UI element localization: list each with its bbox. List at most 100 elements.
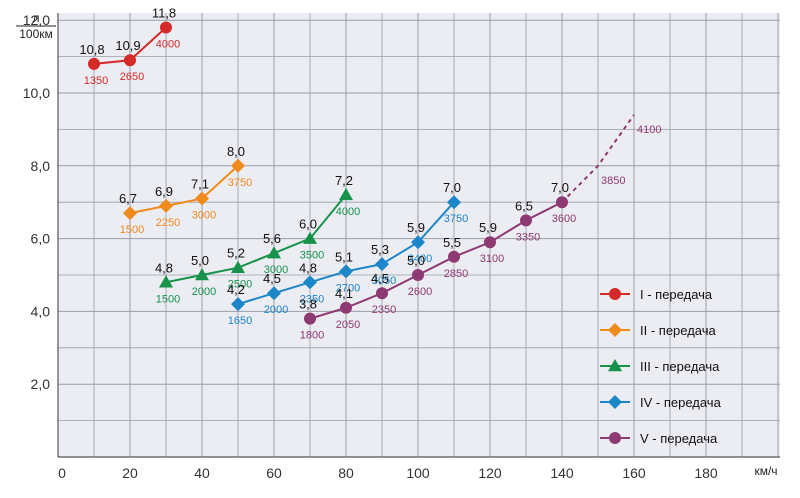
legend-label: II - передача — [640, 323, 717, 338]
value-label: 5,9 — [479, 220, 497, 235]
series-markers — [88, 21, 568, 325]
y-axis-unit-top: л — [32, 11, 39, 25]
data-point — [412, 269, 424, 281]
x-tick-label: 80 — [338, 465, 354, 481]
data-point — [231, 297, 245, 312]
legend-label: V - передача — [640, 431, 718, 446]
x-tick-label: 60 — [266, 465, 282, 481]
rpm-label: 3000 — [264, 264, 288, 276]
value-label: 4,8 — [155, 260, 173, 275]
rpm-label: 4100 — [637, 124, 661, 136]
y-tick-label: 4,0 — [31, 303, 51, 319]
plot-background — [58, 13, 780, 457]
data-labels: 10,8 1350 10,9 2650 11,8 4000 6,7 1500 6,9 2250 7,… — [79, 5, 661, 341]
series-extrapolated-line — [561, 114, 635, 203]
y-tick-label: 10,0 — [23, 85, 50, 101]
y-tick-label: 8,0 — [31, 158, 51, 174]
legend-marker — [608, 395, 622, 409]
data-point — [484, 236, 496, 249]
value-label: 4,8 — [299, 260, 317, 275]
data-point — [376, 287, 388, 300]
rpm-label: 3600 — [552, 213, 576, 225]
value-label: 11,8 — [152, 5, 176, 20]
value-label: 5,2 — [227, 246, 245, 261]
x-tick-label: 180 — [694, 465, 718, 481]
data-point — [448, 250, 460, 263]
rpm-label: 2650 — [120, 71, 144, 83]
rpm-label: 3100 — [480, 253, 504, 265]
data-point — [304, 312, 316, 325]
rpm-label: 3850 — [601, 175, 625, 187]
data-point — [123, 206, 137, 221]
data-point — [411, 235, 425, 250]
x-tick-label: 20 — [122, 465, 138, 481]
value-label: 5,5 — [443, 235, 461, 250]
value-label: 5,1 — [335, 249, 353, 264]
series-line — [309, 201, 563, 320]
value-label: 5,3 — [371, 242, 389, 257]
rpm-label: 3500 — [300, 250, 324, 262]
rpm-label: 2700 — [336, 282, 360, 294]
data-point — [160, 21, 172, 34]
y-tick-label: 12,0 — [23, 12, 50, 28]
value-label: 10,9 — [115, 38, 140, 53]
value-label: 5,6 — [263, 231, 281, 246]
rpm-label: 1500 — [156, 293, 180, 305]
value-label: 5,9 — [407, 220, 425, 235]
value-label: 4,2 — [227, 282, 245, 297]
data-point — [195, 268, 209, 281]
y-tick-label: 2,0 — [31, 376, 51, 392]
rpm-label: 2000 — [192, 286, 216, 298]
rpm-label: 2350 — [300, 293, 324, 305]
value-label: 7,0 — [551, 180, 569, 195]
legend: I - передача II - передача III - передача I… — [600, 287, 722, 446]
value-label: 6,7 — [119, 191, 137, 206]
data-point — [195, 191, 209, 206]
rpm-label: 3000 — [192, 210, 216, 222]
value-label: 10,8 — [79, 42, 104, 57]
rpm-label: 2250 — [156, 217, 180, 229]
x-tick-label: 120 — [478, 465, 502, 481]
value-label: 5,0 — [191, 253, 209, 268]
data-point — [159, 275, 173, 288]
data-point — [267, 286, 281, 301]
x-tick-label: 40 — [194, 465, 210, 481]
value-label: 6,5 — [515, 198, 533, 213]
series-line — [165, 194, 347, 284]
data-point — [159, 198, 173, 213]
data-point — [231, 158, 245, 173]
rpm-label: 3400 — [408, 253, 432, 265]
grid — [58, 13, 780, 457]
data-point — [303, 275, 317, 290]
rpm-label: 1500 — [120, 224, 144, 236]
value-label: 7,1 — [191, 177, 209, 192]
x-axis-unit: км/ч — [754, 464, 777, 478]
rpm-label: 1800 — [300, 330, 324, 342]
data-point — [267, 246, 281, 259]
legend-marker — [609, 432, 621, 444]
value-label: 7,2 — [335, 173, 353, 188]
rpm-label: 2050 — [336, 319, 360, 331]
x-tick-label: 160 — [622, 465, 646, 481]
rpm-label: 1650 — [228, 315, 252, 327]
data-point — [339, 264, 353, 279]
data-point — [339, 187, 353, 201]
data-point — [303, 231, 317, 244]
data-point — [375, 257, 389, 272]
rpm-label: 4000 — [156, 38, 180, 50]
legend-marker — [609, 288, 621, 300]
value-label: 4,1 — [335, 286, 353, 301]
data-point — [124, 54, 136, 67]
y-tick-label: 6,0 — [31, 231, 51, 247]
data-point — [231, 260, 245, 273]
value-label: 6,0 — [299, 217, 317, 232]
rpm-label: 2850 — [444, 268, 468, 280]
rpm-label: 2600 — [408, 286, 432, 298]
data-point — [556, 196, 568, 209]
rpm-label: 3750 — [228, 177, 252, 189]
legend-marker — [608, 323, 622, 337]
legend-marker — [608, 359, 622, 372]
value-label: 7,0 — [443, 180, 461, 195]
value-label: 5,0 — [407, 253, 425, 268]
